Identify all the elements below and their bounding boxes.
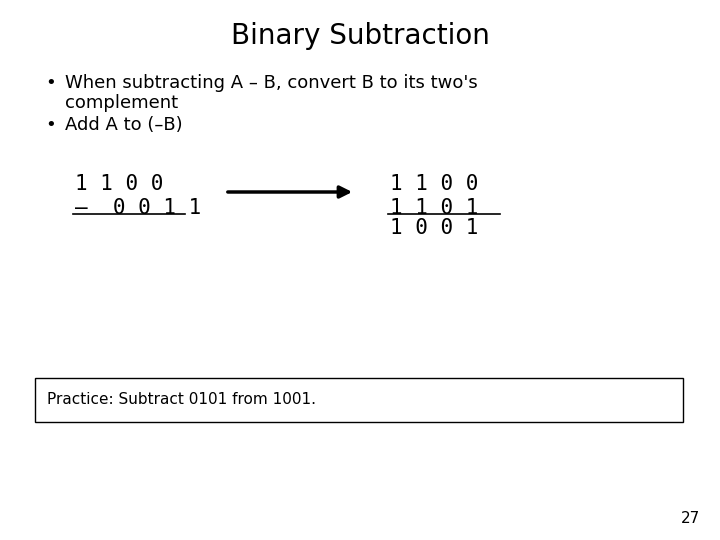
Text: 1 1 0 1: 1 1 0 1 [390, 198, 478, 218]
Text: 1 1 0 0: 1 1 0 0 [390, 174, 478, 194]
Text: Add A to (–B): Add A to (–B) [65, 116, 183, 134]
Text: Binary Subtraction: Binary Subtraction [230, 22, 490, 50]
Text: 27: 27 [680, 511, 700, 526]
Text: 1 0 0 1: 1 0 0 1 [390, 218, 478, 238]
Text: Practice: Subtract 0101 from 1001.: Practice: Subtract 0101 from 1001. [47, 393, 316, 408]
Text: 1 1 0 0: 1 1 0 0 [75, 174, 163, 194]
Text: •: • [45, 74, 55, 92]
FancyBboxPatch shape [35, 378, 683, 422]
Text: When subtracting A – B, convert B to its two's: When subtracting A – B, convert B to its… [65, 74, 478, 92]
Text: –  0 0 1 1: – 0 0 1 1 [75, 198, 202, 218]
Text: •: • [45, 116, 55, 134]
Text: complement: complement [65, 94, 178, 112]
